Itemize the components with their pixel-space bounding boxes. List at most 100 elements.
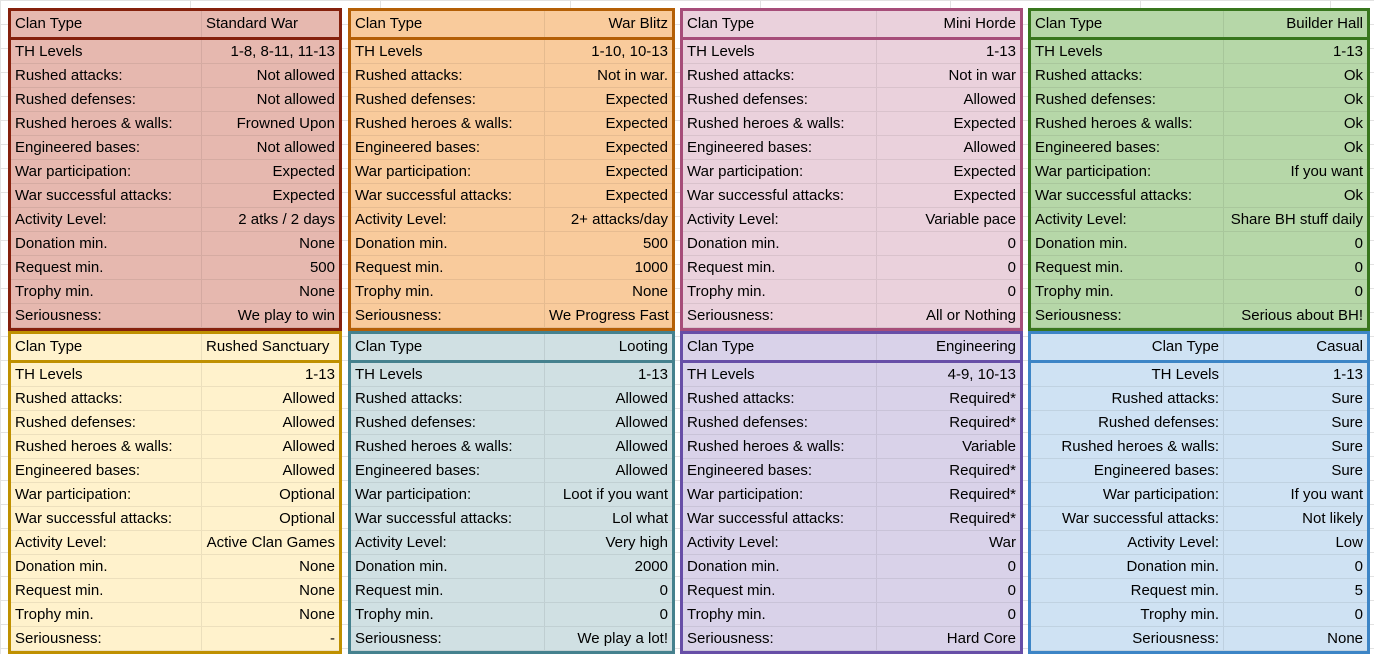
row-label[interactable]: TH Levels <box>1031 363 1224 386</box>
row-label[interactable]: Engineered bases: <box>11 459 202 482</box>
row-value[interactable]: Expected <box>272 163 335 180</box>
row-label[interactable]: Trophy min. <box>1031 280 1224 303</box>
header-label[interactable]: Clan Type <box>11 334 202 360</box>
row-label[interactable]: Trophy min. <box>683 603 877 626</box>
row-value[interactable]: Ok <box>1343 91 1363 108</box>
row-value[interactable]: If you want <box>1290 486 1363 503</box>
row-label[interactable]: Seriousness: <box>351 304 545 327</box>
row-value[interactable]: Expected <box>605 115 668 132</box>
row-label[interactable]: Request min. <box>11 256 202 279</box>
row-value[interactable]: 0 <box>1354 558 1363 575</box>
row-label[interactable]: War successful attacks: <box>11 184 202 207</box>
row-value[interactable]: Share BH stuff daily <box>1230 211 1363 228</box>
row-label[interactable]: Rushed heroes & walls: <box>351 112 545 135</box>
row-value[interactable]: Required* <box>949 462 1016 479</box>
row-label[interactable]: Rushed heroes & walls: <box>1031 112 1224 135</box>
row-value[interactable]: Loot if you want <box>562 486 668 503</box>
header-label[interactable]: Clan Type <box>683 334 877 360</box>
row-label[interactable]: Rushed attacks: <box>351 387 545 410</box>
row-label[interactable]: Seriousness: <box>1031 627 1224 650</box>
header-label[interactable]: Clan Type <box>683 11 877 37</box>
row-label[interactable]: War successful attacks: <box>351 507 545 530</box>
row-value[interactable]: 2 atks / 2 days <box>238 211 335 228</box>
row-label[interactable]: Rushed attacks: <box>683 64 877 87</box>
clan-type-value[interactable]: Builder Hall <box>1286 15 1363 32</box>
row-value[interactable]: Ok <box>1343 187 1363 204</box>
row-label[interactable]: Rushed heroes & walls: <box>11 435 202 458</box>
row-value[interactable]: Not in war <box>948 67 1016 84</box>
header-label[interactable]: Clan Type <box>11 11 202 37</box>
row-label[interactable]: Engineered bases: <box>351 136 545 159</box>
row-label[interactable]: Rushed heroes & walls: <box>11 112 202 135</box>
row-label[interactable]: Trophy min. <box>11 603 202 626</box>
row-label[interactable]: Activity Level: <box>683 208 877 231</box>
row-value[interactable]: - <box>330 630 335 647</box>
row-label[interactable]: Seriousness: <box>11 304 202 327</box>
row-label[interactable]: TH Levels <box>683 363 877 386</box>
row-label[interactable]: Trophy min. <box>683 280 877 303</box>
row-label[interactable]: War successful attacks: <box>683 507 877 530</box>
row-value[interactable]: Sure <box>1331 390 1363 407</box>
row-value[interactable]: 0 <box>1007 259 1016 276</box>
row-label[interactable]: Seriousness: <box>683 627 877 650</box>
row-value[interactable]: 0 <box>659 606 668 623</box>
row-value[interactable]: 1-8, 8-11, 11-13 <box>230 43 335 60</box>
row-label[interactable]: TH Levels <box>11 40 202 63</box>
row-label[interactable]: Trophy min. <box>351 603 545 626</box>
row-value[interactable]: Active Clan Games <box>206 534 335 551</box>
row-value[interactable]: Very high <box>605 534 668 551</box>
row-value[interactable]: None <box>299 558 335 575</box>
row-label[interactable]: Rushed defenses: <box>683 88 877 111</box>
row-value[interactable]: Expected <box>953 187 1016 204</box>
row-label[interactable]: Activity Level: <box>1031 531 1224 554</box>
row-value[interactable]: 1-13 <box>637 366 668 383</box>
row-value[interactable]: Variable pace <box>925 211 1016 228</box>
row-label[interactable]: Donation min. <box>11 555 202 578</box>
row-value[interactable]: Optional <box>279 510 335 527</box>
row-value[interactable]: Low <box>1335 534 1363 551</box>
row-value[interactable]: Expected <box>605 187 668 204</box>
row-value[interactable]: Required* <box>949 510 1016 527</box>
row-value[interactable]: Allowed <box>963 91 1016 108</box>
row-label[interactable]: Donation min. <box>683 232 877 255</box>
header-label[interactable]: Clan Type <box>351 334 545 360</box>
row-label[interactable]: War participation: <box>351 160 545 183</box>
row-label[interactable]: Engineered bases: <box>683 136 877 159</box>
row-value[interactable]: 5 <box>1354 582 1363 599</box>
row-value[interactable]: Expected <box>605 163 668 180</box>
row-label[interactable]: War successful attacks: <box>11 507 202 530</box>
row-label[interactable]: Rushed heroes & walls: <box>351 435 545 458</box>
clan-type-value[interactable]: Standard War <box>206 15 298 32</box>
clan-type-value[interactable]: Engineering <box>935 338 1016 355</box>
clan-type-value[interactable]: War Blitz <box>608 15 668 32</box>
row-label[interactable]: Donation min. <box>351 555 545 578</box>
row-label[interactable]: Request min. <box>351 579 545 602</box>
row-label[interactable]: Donation min. <box>683 555 877 578</box>
row-label[interactable]: Rushed defenses: <box>351 411 545 434</box>
row-label[interactable]: Activity Level: <box>351 208 545 231</box>
row-label[interactable]: Request min. <box>351 256 545 279</box>
row-value[interactable]: 0 <box>1007 558 1016 575</box>
row-value[interactable]: Not allowed <box>256 91 335 108</box>
row-label[interactable]: War successful attacks: <box>1031 184 1224 207</box>
row-label[interactable]: Request min. <box>1031 579 1224 602</box>
row-label[interactable]: Trophy min. <box>1031 603 1224 626</box>
row-label[interactable]: Trophy min. <box>351 280 545 303</box>
row-label[interactable]: War successful attacks: <box>351 184 545 207</box>
row-label[interactable]: War participation: <box>1031 160 1224 183</box>
row-label[interactable]: Rushed heroes & walls: <box>683 112 877 135</box>
row-value[interactable]: Frowned Upon <box>236 115 335 132</box>
row-value[interactable]: None <box>299 582 335 599</box>
row-label[interactable]: Seriousness: <box>683 304 877 327</box>
row-label[interactable]: Rushed heroes & walls: <box>683 435 877 458</box>
row-value[interactable]: 2000 <box>634 558 668 575</box>
row-value[interactable]: 0 <box>1007 582 1016 599</box>
row-label[interactable]: Rushed attacks: <box>1031 64 1224 87</box>
header-label[interactable]: Clan Type <box>1031 11 1224 37</box>
row-label[interactable]: Donation min. <box>1031 232 1224 255</box>
row-label[interactable]: Rushed attacks: <box>11 387 202 410</box>
row-value[interactable]: Required* <box>949 390 1016 407</box>
row-label[interactable]: Engineered bases: <box>683 459 877 482</box>
row-value[interactable]: Variable <box>962 438 1016 455</box>
row-label[interactable]: War participation: <box>11 483 202 506</box>
